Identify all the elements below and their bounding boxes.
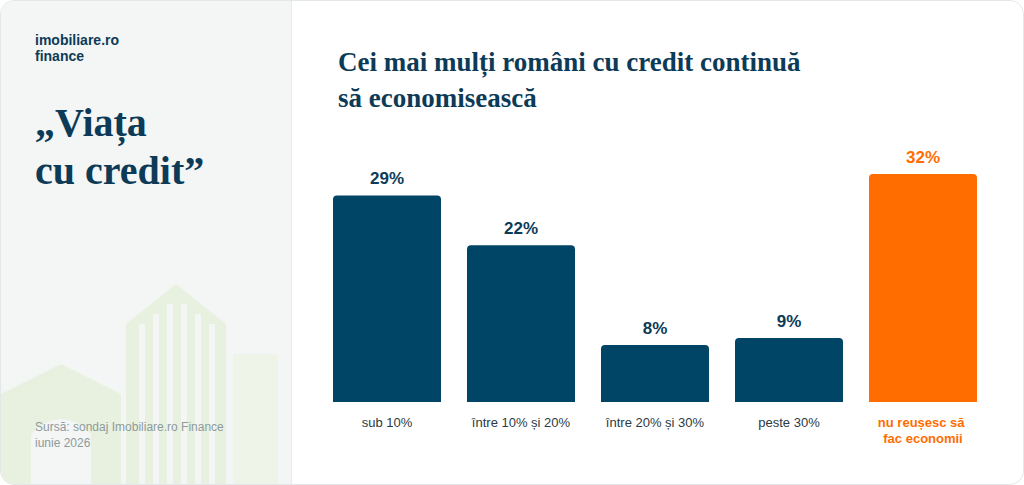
html-text:iunie 2026: iunie 2026 [35, 436, 91, 450]
svg-text:fac economii: fac economii [883, 431, 962, 446]
svg-text:9%: 9% [777, 312, 802, 331]
svg-text:între 20% și 30%: între 20% și 30% [605, 415, 705, 430]
html-text:Sursă: sondaj Imobiliare.ro Fi: Sursă: sondaj Imobiliare.ro Finance [35, 420, 224, 434]
html-text:finance: finance [35, 48, 84, 64]
svg-text:între 10% și 20%: între 10% și 20% [471, 415, 571, 430]
svg-text:să economisească: să economisească [338, 83, 537, 113]
svg-text:sub 10%: sub 10% [362, 415, 413, 430]
svg-text:nu reușesc să: nu reușesc să [878, 415, 968, 430]
html-text:„Viața: „Viața [35, 100, 147, 145]
html-text:imobiliare.ro: imobiliare.ro [35, 32, 119, 48]
svg-text:22%: 22% [504, 219, 538, 238]
svg-text:peste 30%: peste 30% [758, 415, 820, 430]
svg-text:32%: 32% [906, 148, 940, 167]
html-text:cu credit”: cu credit” [35, 148, 205, 193]
svg-text:29%: 29% [370, 169, 404, 188]
svg-text:8%: 8% [643, 319, 668, 338]
svg-text:Cei mai mulți români cu credit: Cei mai mulți români cu credit continuă [338, 47, 807, 78]
